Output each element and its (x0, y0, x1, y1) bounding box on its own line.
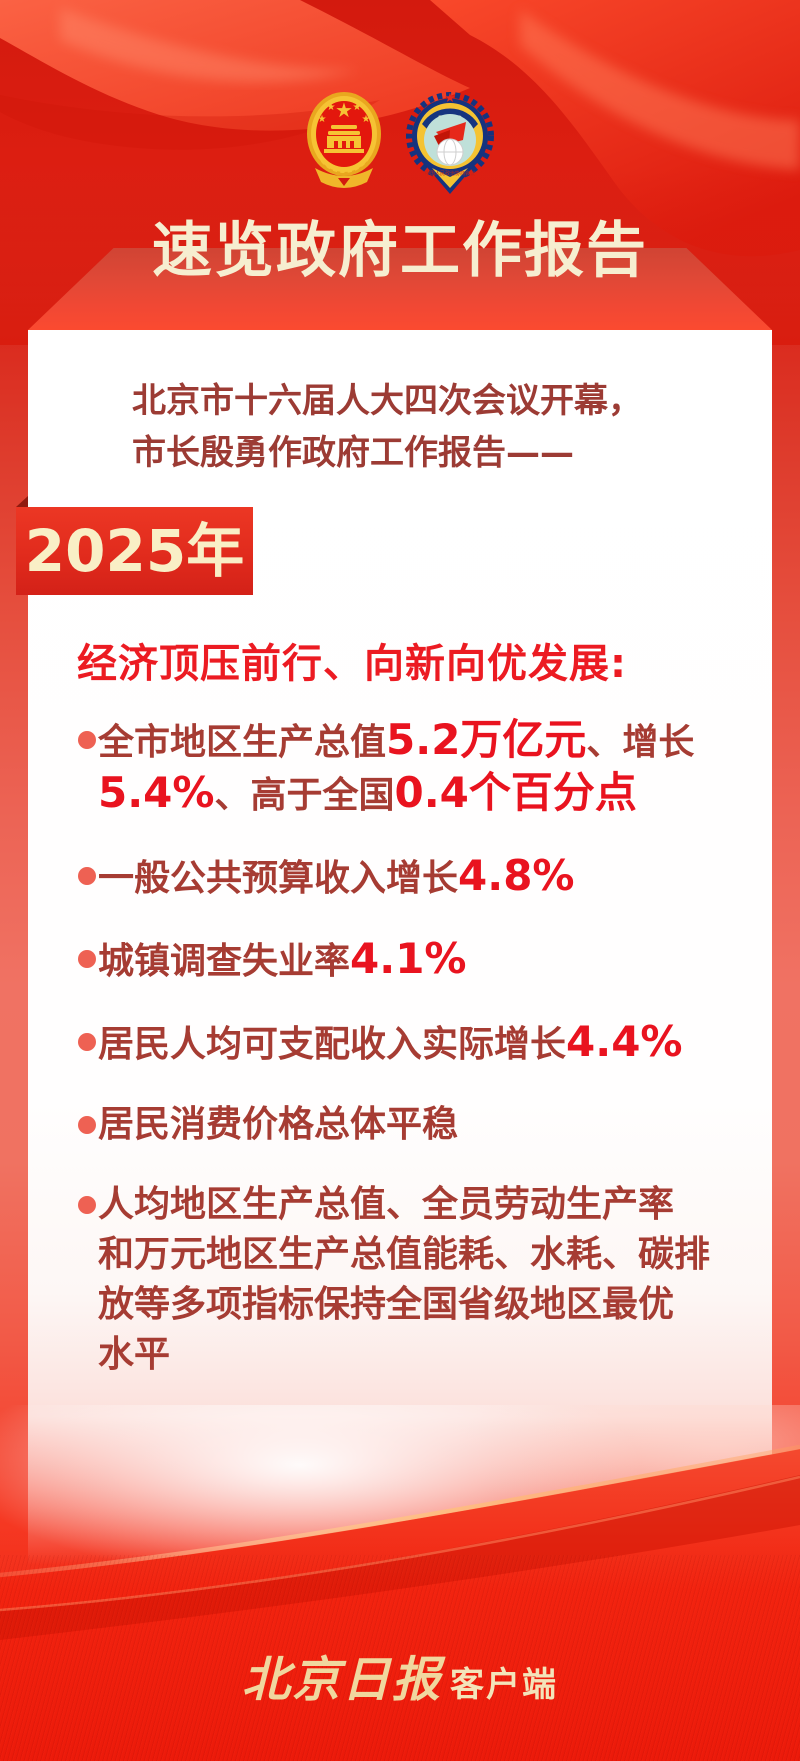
intro-line-1: 北京市十六届人大四次会议开幕， (132, 381, 642, 421)
svg-text:★: ★ (362, 114, 371, 125)
national-emblem-icon: ★ ★ ★ ★ ★ (307, 92, 381, 188)
svg-text:★: ★ (318, 114, 327, 125)
svg-text:★: ★ (444, 91, 456, 106)
report-bullet: 全市地区生产总值5.2万亿元、增长 5.4%、高于全国0.4个百分点 (78, 715, 738, 821)
svg-text:★: ★ (353, 102, 362, 113)
report-bullet: 居民消费价格总体平稳 (78, 1100, 738, 1150)
report-bullet: 人均地区生产总值、全员劳动生产率 和万元地区生产总值能耗、水耗、碳排 放等多项指… (78, 1180, 738, 1380)
cppcc-band-label: 中国人民政治协商会议 (425, 170, 475, 177)
intro-line-2: 市长殷勇作政府工作报告—— (132, 433, 574, 473)
svg-text:★: ★ (335, 98, 353, 122)
cppcc-emblem-icon: ★ 1949 中国人民政治协商会议 (406, 91, 494, 194)
report-bullet: 居民人均可支配收入实际增长4.4% (78, 1017, 738, 1070)
svg-text:★: ★ (327, 102, 336, 113)
report-bullet: 城镇调查失业率4.1% (78, 934, 738, 987)
pinstripe-texture (0, 1555, 800, 1761)
bottom-wave-decoration (0, 1405, 800, 1761)
beijing-daily-logo: 北京日报 (241, 1652, 442, 1708)
report-highlights-list: 全市地区生产总值5.2万亿元、增长 5.4%、高于全国0.4个百分点 一般公共预… (78, 715, 738, 1410)
report-bullet: 一般公共预算收入增长4.8% (78, 851, 738, 904)
card-3d-top (28, 248, 772, 330)
year-badge: 2025年 (16, 507, 253, 595)
poster-title: 速览政府工作报告 (152, 216, 648, 286)
footer-brand: 北京日报 客户端 (0, 1640, 800, 1710)
section-heading: 经济顶压前行、向新向优发展: (77, 641, 627, 687)
client-app-label: 客户端 (450, 1665, 558, 1705)
intro-text: 北京市十六届人大四次会议开幕， 市长殷勇作政府工作报告—— (132, 375, 642, 479)
